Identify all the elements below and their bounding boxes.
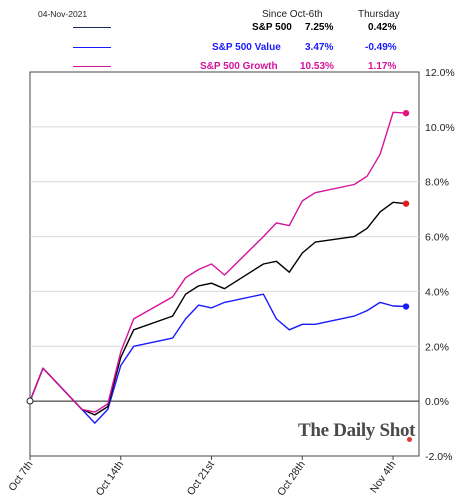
day-column-header: Thursday: [358, 9, 400, 20]
series-line-s-p-500-growth: [29, 111, 407, 413]
legend-day-growth: 1.17%: [368, 61, 397, 72]
x-tick-label: Nov 4th: [368, 459, 399, 496]
watermark-logo: The Daily Shot: [298, 420, 416, 441]
series-line-s-p-500: [29, 201, 407, 416]
legend-name-value: S&P 500 Value: [212, 42, 281, 53]
y-tick-labels: -2.0% 0.0% 2.0% 4.0% 6.0% 8.0% 10.0% 12.0%: [425, 67, 455, 463]
legend-day-value: -0.49%: [365, 42, 397, 53]
legend-line-sp500: [73, 27, 111, 28]
y-tick-label: 12.0%: [425, 67, 455, 79]
x-tick-label: Oct 14th: [94, 459, 127, 499]
x-tick-label: Oct 28th: [275, 459, 308, 499]
legend-line-value: [73, 47, 111, 48]
series-end-marker-s-p-500-growth: [402, 109, 410, 117]
y-tick-label: 4.0%: [425, 286, 449, 298]
legend-name-sp500: S&P 500: [252, 22, 292, 33]
watermark-dot: [407, 437, 412, 442]
y-tick-label: 8.0%: [425, 177, 449, 189]
y-tick-label: 0.0%: [425, 396, 449, 408]
legend-since-sp500: 7.25%: [305, 22, 334, 33]
x-origin-marker: [26, 397, 34, 405]
report-date: 04-Nov-2021: [38, 9, 88, 19]
legend-since-growth: 10.53%: [300, 61, 334, 72]
series-end-marker-s-p-500-value: [402, 303, 410, 310]
series-end-marker-s-p-500: [402, 200, 410, 207]
y-tick-label: 6.0%: [425, 232, 449, 244]
legend-line-growth: [73, 66, 111, 67]
y-tick-label: -2.0%: [425, 451, 452, 463]
x-tick-label: Oct 7th: [6, 459, 35, 494]
plot-area: [29, 71, 420, 457]
legend-since-value: 3.47%: [305, 42, 334, 53]
since-column-header: Since Oct-6th: [262, 9, 323, 20]
series-group: [29, 109, 410, 424]
legend-name-growth: S&P 500 Growth: [200, 61, 278, 72]
x-tick-labels: Oct 7th Oct 14th Oct 21st Oct 28th Nov 4th: [6, 456, 399, 499]
y-tick-label: 10.0%: [425, 122, 455, 134]
y-tick-label: 2.0%: [425, 341, 449, 353]
series-line-s-p-500-value: [29, 293, 407, 424]
legend-day-sp500: 0.42%: [368, 22, 397, 33]
x-tick-label: Oct 21st: [185, 459, 217, 498]
